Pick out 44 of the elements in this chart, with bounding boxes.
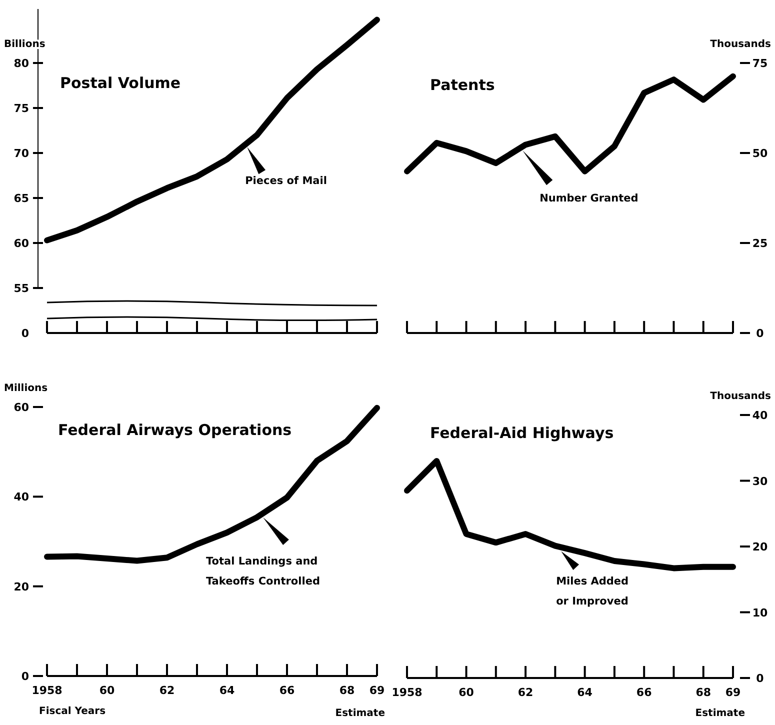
y-tick-label: 55 — [14, 282, 29, 295]
text: Estimate — [695, 708, 746, 719]
y-axis-title: Millions — [4, 383, 48, 394]
x-tick-label: 60 — [458, 686, 474, 699]
y-tick-label: 0 — [756, 327, 764, 340]
text: Number Granted — [540, 192, 638, 205]
text: Postal Volume — [60, 74, 181, 92]
y-tick-label: 75 — [752, 57, 768, 70]
x-tick-label: 66 — [279, 684, 295, 697]
x-tick-label: 62 — [518, 686, 534, 699]
y2-axis-title: Thousands — [710, 391, 772, 402]
y-tick-label: 80 — [14, 57, 30, 70]
y-axis-title: Thousands — [710, 39, 772, 50]
x-tick-label: 1958 — [392, 686, 422, 699]
x-tick-label: 68 — [696, 686, 712, 699]
y-tick-label: 70 — [14, 147, 30, 160]
series-label: Total Landings and Takeoffs Controlled — [206, 555, 320, 588]
y-tick-label: 60 — [14, 237, 30, 250]
x-tick-label: 66 — [636, 686, 652, 699]
x-tick-label: 1958 — [32, 684, 62, 697]
y-tick-label: 50 — [752, 147, 768, 160]
x-tick-label: 62 — [159, 684, 175, 697]
text: Estimate — [335, 708, 386, 719]
y2-tick-label: 30 — [752, 474, 768, 488]
x-tick-label: 69 — [369, 684, 385, 697]
x-tick-label: 68 — [339, 684, 355, 697]
y-tick-label: 40 — [14, 490, 30, 504]
text: Pieces of Mail — [245, 175, 327, 188]
x-axis-title: Fiscal Years — [39, 706, 106, 717]
legend-label: Miles Added or Improved — [556, 575, 629, 608]
text: Federal-Aid Highways — [430, 424, 614, 442]
y-tick-label: 75 — [14, 102, 29, 115]
text: Patents — [430, 76, 495, 94]
y-tick-label: 25 — [752, 237, 768, 250]
y-tick-label: 0 — [21, 670, 30, 683]
y-tick-label: 60 — [14, 401, 30, 414]
x-tick-label: 64 — [219, 684, 235, 697]
y-tick-label: 20 — [14, 580, 30, 594]
y2-tick-label: 10 — [752, 606, 768, 620]
x-tick-label: 60 — [99, 684, 115, 697]
x-tick-label: 64 — [577, 686, 593, 699]
x-tick-label: 69 — [725, 686, 741, 699]
y-tick-label: 65 — [14, 192, 29, 205]
text: Federal Airways Operations — [58, 421, 292, 439]
